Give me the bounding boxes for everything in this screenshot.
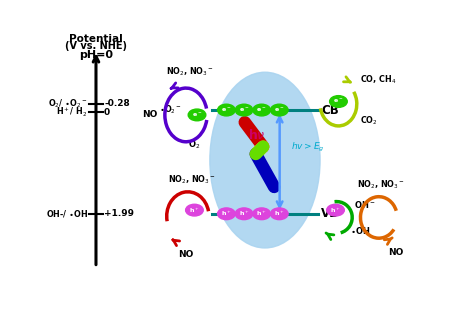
Text: NO$_2$, NO$_3$$^-$: NO$_2$, NO$_3$$^-$: [357, 178, 405, 191]
Circle shape: [186, 204, 203, 216]
Circle shape: [329, 96, 347, 107]
Text: e$^-$: e$^-$: [192, 111, 202, 119]
Ellipse shape: [210, 72, 320, 248]
Text: NO$_2$, NO$_3$$^-$: NO$_2$, NO$_3$$^-$: [167, 173, 216, 186]
Text: OH-/ $\bullet$OH: OH-/ $\bullet$OH: [46, 208, 88, 219]
Circle shape: [235, 208, 253, 220]
Text: hv$>$E$_g$: hv$>$E$_g$: [291, 141, 324, 154]
Text: pH=0: pH=0: [79, 50, 113, 60]
Text: NO: NO: [388, 248, 403, 257]
Text: CO, CH$_4$: CO, CH$_4$: [360, 73, 397, 86]
Text: h$^+$: h$^+$: [189, 206, 200, 215]
Text: e$^-$: e$^-$: [239, 106, 249, 114]
Text: CO$_2$: CO$_2$: [360, 115, 378, 127]
Text: O$_2$/ $\bullet$O$_2$$^-$: O$_2$/ $\bullet$O$_2$$^-$: [48, 98, 88, 110]
Text: OH$^-$: OH$^-$: [354, 198, 376, 210]
Text: +1.99: +1.99: [104, 209, 134, 218]
Text: $\bullet$O$_2$$^-$: $\bullet$O$_2$$^-$: [159, 104, 182, 116]
Text: e$^-$: e$^-$: [221, 106, 232, 114]
Text: h$\nu$: h$\nu$: [248, 128, 266, 142]
Text: NO$_2$, NO$_3$$^-$: NO$_2$, NO$_3$$^-$: [166, 66, 214, 78]
Text: VB: VB: [321, 207, 339, 220]
Circle shape: [253, 208, 271, 220]
Circle shape: [271, 104, 288, 116]
Text: $\bullet$OH: $\bullet$OH: [350, 225, 371, 236]
Text: CB: CB: [321, 104, 339, 117]
Text: H$^+$/ H$_2$: H$^+$/ H$_2$: [56, 106, 88, 119]
Circle shape: [271, 208, 288, 220]
Circle shape: [218, 104, 235, 116]
Text: h$^+$: h$^+$: [330, 206, 341, 215]
Text: h$^+$: h$^+$: [239, 209, 249, 218]
Text: h$^+$: h$^+$: [274, 209, 284, 218]
Text: Potential: Potential: [69, 34, 123, 44]
Circle shape: [253, 104, 271, 116]
Text: (V vs. NHE): (V vs. NHE): [65, 42, 127, 51]
Text: O$_2$: O$_2$: [188, 138, 200, 151]
Text: h$^+$: h$^+$: [256, 209, 267, 218]
Text: -0.28: -0.28: [104, 100, 130, 108]
Circle shape: [218, 208, 235, 220]
Text: e$^-$: e$^-$: [333, 98, 344, 106]
Text: NO: NO: [142, 110, 157, 120]
Text: e$^-$: e$^-$: [256, 106, 267, 114]
Text: NO: NO: [178, 250, 194, 259]
Circle shape: [235, 104, 253, 116]
Circle shape: [188, 109, 206, 121]
Text: e$^-$: e$^-$: [274, 106, 284, 114]
Circle shape: [327, 204, 344, 216]
Text: 0: 0: [104, 108, 110, 117]
Text: h$^+$: h$^+$: [221, 209, 232, 218]
